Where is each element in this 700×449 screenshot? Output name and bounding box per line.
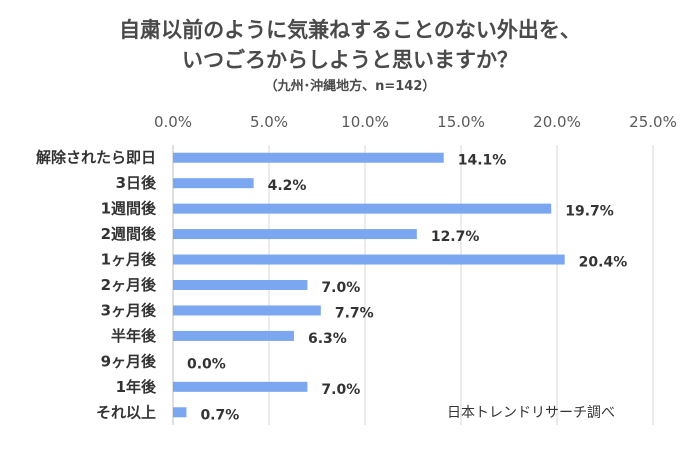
data-label: 6.3% [308, 331, 347, 347]
bar [173, 305, 321, 316]
bar [173, 229, 417, 240]
data-label: 0.7% [200, 407, 239, 423]
category-label: 1年後 [116, 378, 157, 396]
data-label: 7.7% [335, 305, 374, 321]
bar [173, 254, 565, 265]
category-label: 3日後 [116, 174, 157, 192]
data-label: 19.7% [565, 204, 614, 220]
bar [173, 203, 552, 214]
data-label: 14.1% [458, 153, 507, 169]
category-label: 9ヶ月後 [101, 352, 157, 370]
bar [173, 280, 308, 290]
bar [173, 152, 444, 163]
bar [173, 407, 187, 418]
category-label: 半年後 [111, 327, 157, 345]
bar [173, 381, 308, 392]
chart-title-line-2: いつごろからしようと思いますか？ [182, 48, 518, 72]
category-label: 1ヶ月後 [101, 251, 157, 269]
chart-title-line-1: 自粛以前のように気兼ねすることのない外出を、 [119, 18, 581, 42]
data-label: 20.4% [579, 255, 628, 271]
source-note: 日本トレンドリサーチ調べ [447, 405, 615, 421]
category-label: 2週間後 [101, 225, 157, 243]
category-label: 解除されたら即日 [36, 149, 156, 167]
x-tick-label: 15.0% [437, 113, 485, 131]
data-label: 7.0% [321, 382, 360, 398]
category-label: 2ヶ月後 [101, 276, 157, 294]
category-label: 3ヶ月後 [101, 301, 157, 319]
x-tick-label: 10.0% [341, 113, 389, 131]
x-tick-label: 0.0% [154, 113, 192, 131]
category-label: 1週間後 [101, 200, 157, 218]
data-label: 0.0% [187, 356, 226, 372]
data-label: 4.2% [268, 178, 307, 194]
data-label: 12.7% [431, 229, 480, 245]
bar [173, 178, 254, 189]
x-tick-label: 25.0% [629, 113, 677, 131]
bar [173, 330, 294, 341]
chart-subtitle: （九州･沖縄地方、n=142） [264, 79, 436, 94]
x-tick-label: 5.0% [250, 113, 288, 131]
x-tick-label: 20.0% [533, 113, 581, 131]
category-label: それ以上 [96, 403, 156, 421]
data-label: 7.0% [321, 280, 360, 296]
